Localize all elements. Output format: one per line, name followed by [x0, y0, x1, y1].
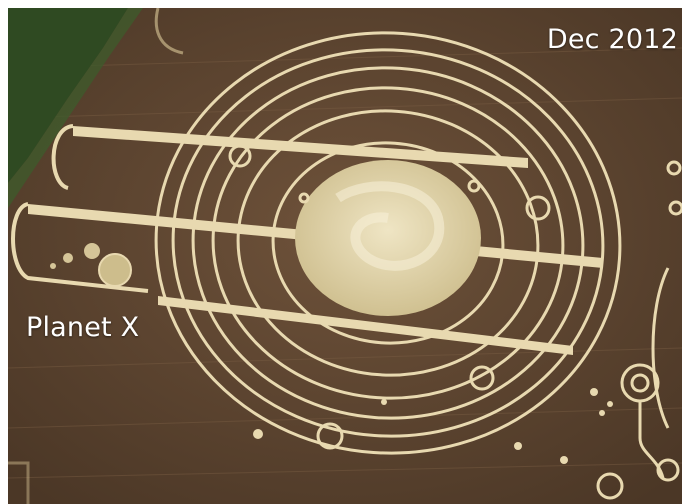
planets	[228, 144, 551, 450]
small-dots	[253, 388, 613, 464]
right-glyphs	[596, 160, 682, 500]
crop-circle-scene	[8, 8, 682, 504]
field-track-left	[8, 461, 30, 504]
band-loop-2	[11, 202, 149, 293]
field-track	[154, 8, 184, 55]
band-loop-1	[51, 124, 74, 190]
planet-caption: Planet X	[26, 312, 140, 343]
aerial-photo: Dec 2012 Planet X	[8, 8, 682, 504]
date-caption: Dec 2012	[546, 24, 678, 55]
sun-swirl	[335, 181, 445, 271]
left-markers	[50, 243, 132, 287]
hedgerow	[8, 8, 128, 183]
